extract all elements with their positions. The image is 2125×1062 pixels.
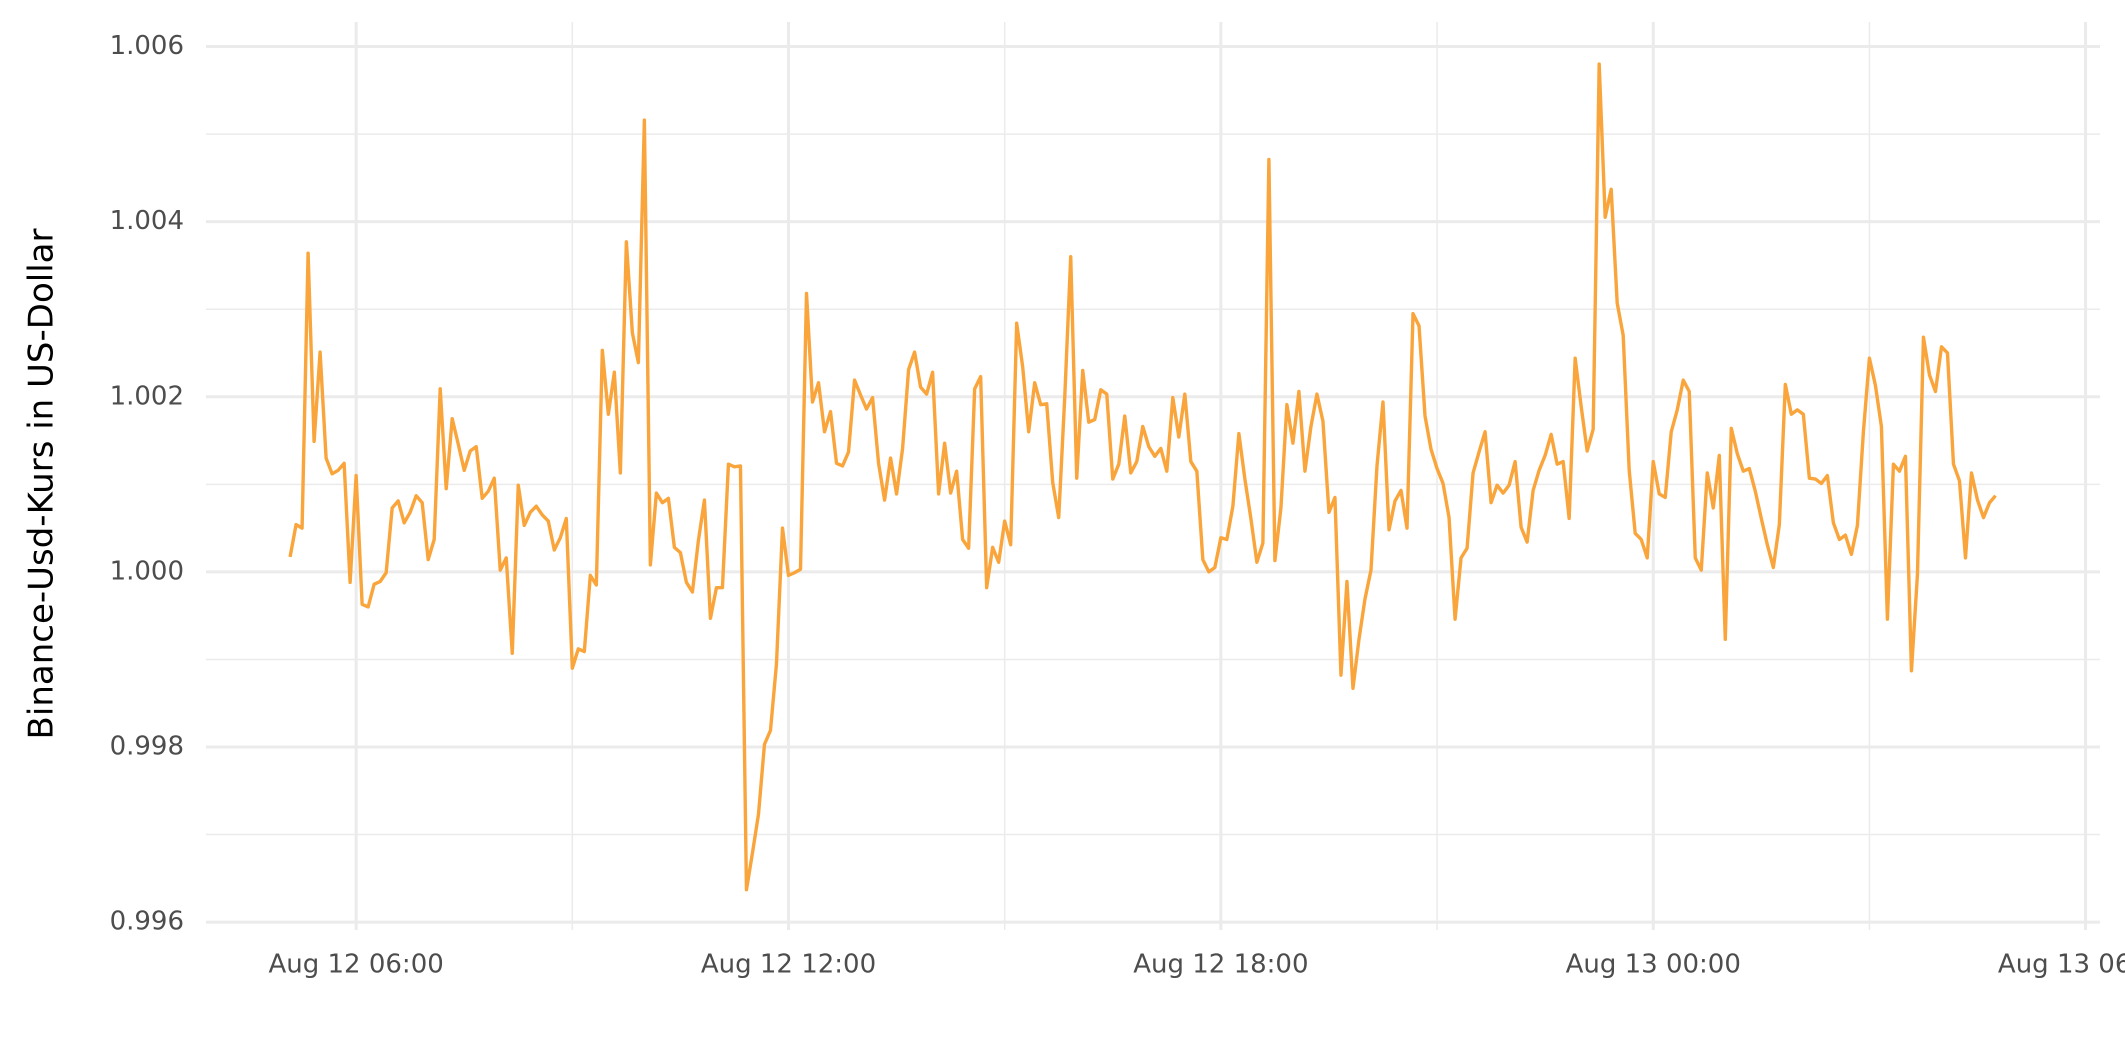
x-tick-label: Aug 12 18:00 — [1133, 950, 1308, 980]
y-tick-label: 1.004 — [110, 206, 184, 236]
grid — [206, 22, 2100, 930]
price-line — [288, 62, 1997, 892]
y-tick-label: 1.006 — [110, 31, 184, 61]
y-axis-title: Binance-Usd-Kurs in US-Dollar — [22, 229, 62, 740]
y-tick-label: 1.002 — [110, 381, 184, 411]
x-tick-label: Aug 12 12:00 — [701, 950, 876, 980]
x-tick-label: Aug 13 00:00 — [1566, 950, 1741, 980]
y-tick-label: 1.000 — [110, 556, 184, 586]
y-tick-label: 0.998 — [110, 731, 184, 761]
axis-labels: 0.996 0.998 1.000 1.002 1.004 1.006 Aug 12 06:… — [110, 31, 2125, 979]
plot-area — [288, 62, 1997, 892]
y-tick-label: 0.996 — [110, 907, 184, 937]
x-tick-label: Aug 12 06:00 — [268, 950, 443, 980]
x-tick-label: Aug 13 06:00 — [1998, 950, 2125, 980]
